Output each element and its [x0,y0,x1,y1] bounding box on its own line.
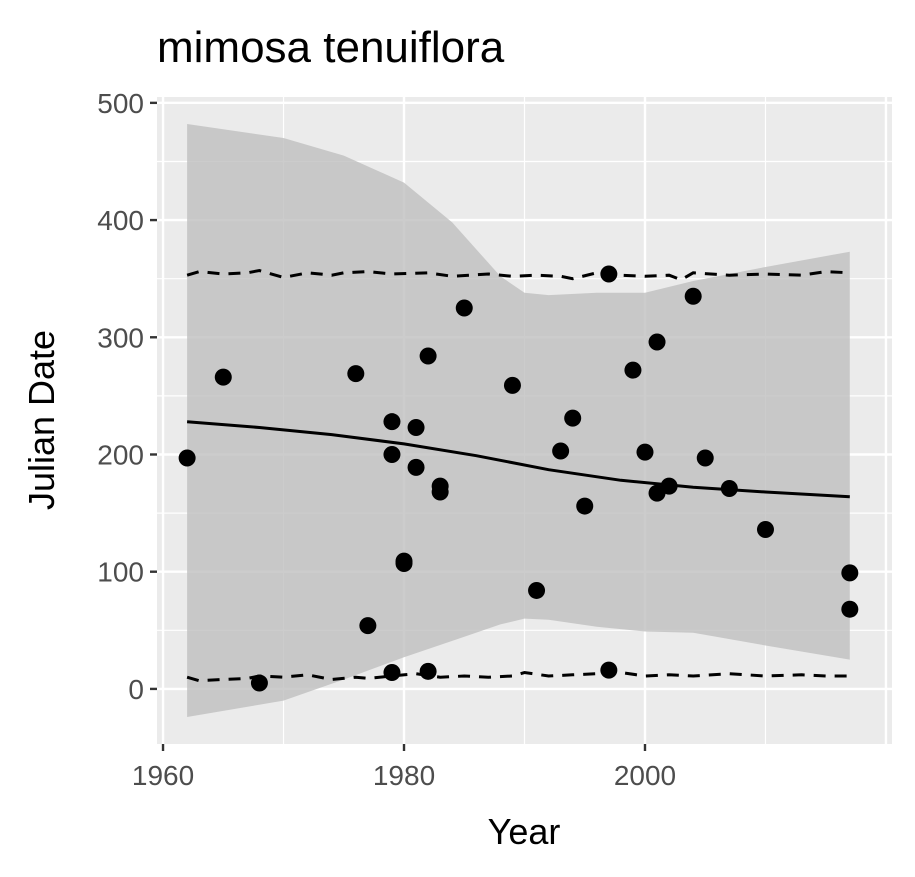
upper-dashed-line [186,268,850,282]
x-tick-label: 2000 [614,760,676,791]
data-point [419,662,437,680]
data-points [178,265,859,692]
x-axis: 1960 1980 2000 [132,744,676,791]
data-point [841,564,859,582]
chart-title: mimosa tenuiflora [157,23,505,72]
data-point [383,664,401,682]
y-tick-label: 0 [128,674,144,705]
y-tick-label: 400 [97,205,144,236]
data-point [407,419,425,437]
data-point [660,477,678,495]
data-point [383,445,401,463]
data-point [684,287,702,305]
data-point [648,333,666,351]
lower-dashed-line [186,670,850,683]
data-point [178,449,196,467]
y-tick-label: 200 [97,439,144,470]
data-point [383,413,401,431]
data-point [624,361,642,379]
data-point [503,376,521,394]
data-point [347,365,365,383]
x-tick-label: 1960 [132,760,194,791]
data-point [250,674,268,692]
x-axis-title: Year [488,811,561,852]
y-tick-label: 300 [97,322,144,353]
data-point [407,458,425,476]
data-point [359,617,377,635]
data-point [455,299,473,317]
data-point [564,409,582,427]
data-point [419,347,437,365]
y-tick-label: 100 [97,557,144,588]
data-point [552,442,570,460]
data-point [395,554,413,572]
data-point [576,497,594,515]
data-point [756,521,774,539]
x-tick-label: 1980 [373,760,435,791]
data-point [431,483,449,501]
data-point [600,265,618,283]
data-point [214,368,232,386]
y-tick-label: 500 [97,88,144,119]
data-point [600,661,618,679]
data-point [696,449,714,467]
y-axis-title: Julian Date [21,330,62,510]
data-point [636,443,654,461]
y-axis: 0 100 200 300 400 500 [97,88,157,705]
data-point [528,581,546,599]
data-point [841,600,859,618]
data-point [720,479,738,497]
